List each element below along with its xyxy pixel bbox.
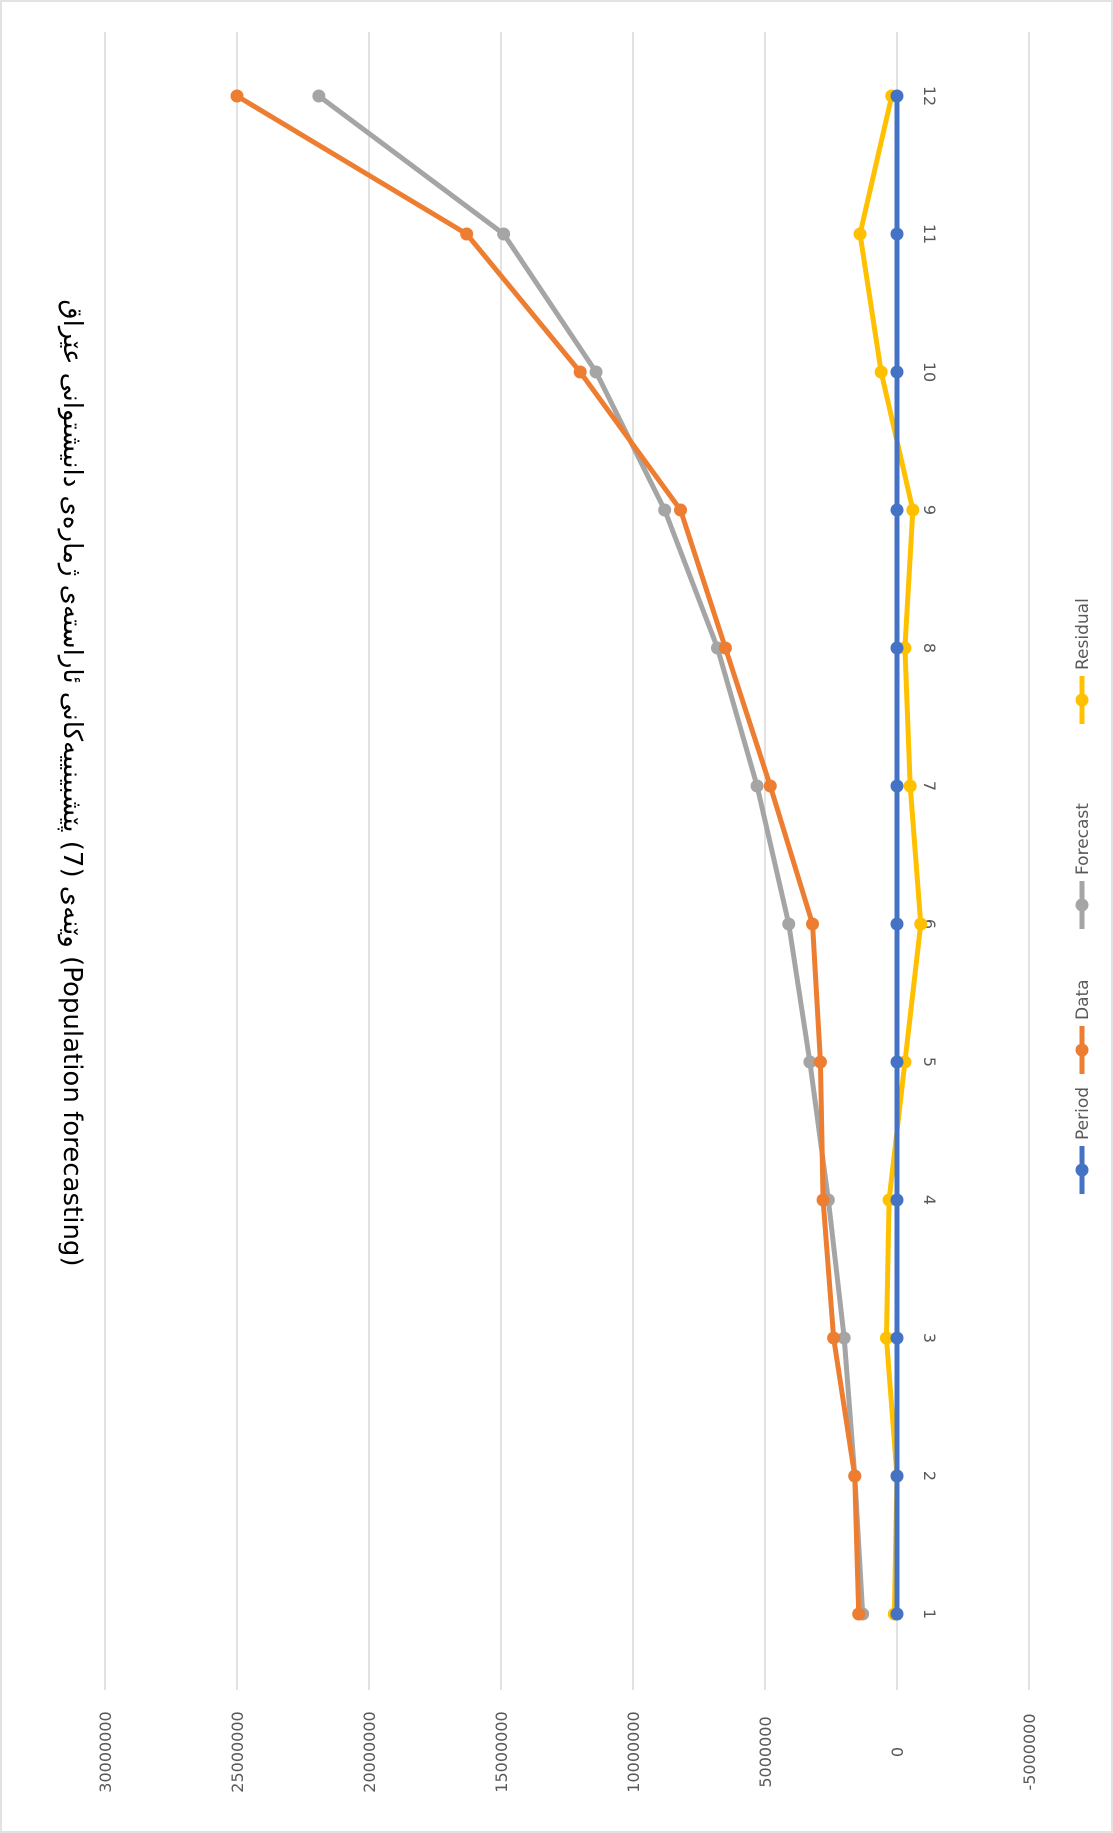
data-point-period bbox=[890, 1193, 904, 1207]
data-point-residual bbox=[906, 503, 920, 517]
series-period bbox=[890, 89, 904, 1621]
data-point-residual bbox=[914, 917, 928, 931]
x-tick-label: 3 bbox=[920, 1333, 939, 1343]
legend-label: Period bbox=[1073, 1087, 1093, 1140]
data-point-period bbox=[890, 1607, 904, 1621]
x-tick-label: 8 bbox=[920, 643, 939, 653]
y-tick-label: 30000000 bbox=[96, 1711, 115, 1792]
x-tick-label: 1 bbox=[920, 1609, 939, 1619]
data-point-forecast bbox=[658, 503, 672, 517]
y-tick-label: 20000000 bbox=[360, 1711, 379, 1792]
data-point-data bbox=[573, 365, 587, 379]
legend-item-residual: Residual bbox=[1073, 598, 1093, 724]
data-point-data bbox=[460, 227, 474, 241]
y-tick-label: 5000000 bbox=[756, 1716, 775, 1787]
x-tick-label: 9 bbox=[920, 505, 939, 515]
series-line-forecast bbox=[316, 93, 866, 1617]
data-point-period bbox=[890, 89, 904, 103]
data-point-data bbox=[813, 1055, 827, 1069]
x-tick-label: 11 bbox=[920, 224, 939, 244]
data-point-data bbox=[674, 503, 688, 517]
y-axis-ticks: -5000000 0 5000000 10000000 15000000 20000000… bbox=[96, 1711, 1039, 1792]
x-tick-label: 2 bbox=[920, 1471, 939, 1481]
legend-item-data: Data bbox=[1073, 979, 1093, 1074]
data-point-forecast bbox=[750, 779, 764, 793]
x-tick-label: 7 bbox=[920, 781, 939, 791]
y-tick-label: 0 bbox=[888, 1747, 907, 1757]
data-point-data bbox=[816, 1193, 830, 1207]
data-point-period bbox=[890, 365, 904, 379]
y-tick-label: 15000000 bbox=[492, 1711, 511, 1792]
data-point-period bbox=[890, 917, 904, 931]
y-tick-label: 25000000 bbox=[228, 1711, 247, 1792]
data-point-data bbox=[827, 1331, 841, 1345]
data-point-period bbox=[890, 1469, 904, 1483]
legend-item-period: Period bbox=[1073, 1087, 1093, 1194]
x-tick-label: 6 bbox=[920, 919, 939, 929]
data-point-forecast bbox=[782, 917, 796, 931]
data-point-data bbox=[230, 89, 244, 103]
series-lines bbox=[230, 89, 928, 1621]
x-tick-label: 5 bbox=[920, 1057, 939, 1067]
x-tick-label: 12 bbox=[920, 86, 939, 106]
legend-label: Residual bbox=[1073, 598, 1093, 670]
data-point-forecast bbox=[803, 1055, 817, 1069]
legend-label: Data bbox=[1073, 979, 1093, 1020]
data-point-forecast bbox=[589, 365, 603, 379]
legend: Period Data Forecast Residual bbox=[1073, 598, 1093, 1194]
data-point-period bbox=[890, 227, 904, 241]
series-data bbox=[230, 89, 866, 1621]
legend-label: Forecast bbox=[1073, 803, 1093, 875]
data-point-period bbox=[890, 503, 904, 517]
data-point-data bbox=[852, 1607, 866, 1621]
x-tick-label: 4 bbox=[920, 1195, 939, 1205]
legend-swatch-marker bbox=[1075, 693, 1089, 707]
data-point-residual bbox=[853, 227, 867, 241]
x-tick-label: 10 bbox=[920, 362, 939, 382]
data-point-period bbox=[890, 779, 904, 793]
y-tick-label: 10000000 bbox=[624, 1711, 643, 1792]
data-point-period bbox=[890, 1055, 904, 1069]
data-point-residual bbox=[879, 1331, 893, 1345]
data-point-forecast bbox=[312, 89, 326, 103]
data-point-residual bbox=[903, 779, 917, 793]
data-point-period bbox=[890, 1331, 904, 1345]
data-point-forecast bbox=[837, 1331, 851, 1345]
chart-title: وێنەی (7) پێشبینییەکانی ئاراستەی ژمارەی … bbox=[57, 299, 87, 1266]
series-line-residual bbox=[857, 93, 924, 1617]
legend-swatch-marker bbox=[1075, 898, 1089, 912]
legend-swatch-marker bbox=[1075, 1043, 1089, 1057]
data-point-forecast bbox=[497, 227, 511, 241]
data-point-period bbox=[890, 641, 904, 655]
data-point-data bbox=[848, 1469, 862, 1483]
data-point-data bbox=[763, 779, 777, 793]
data-point-data bbox=[806, 917, 820, 931]
y-tick-label: -5000000 bbox=[1020, 1713, 1039, 1790]
legend-swatch-marker bbox=[1075, 1163, 1089, 1177]
data-point-data bbox=[718, 641, 732, 655]
series-line-data bbox=[234, 93, 862, 1617]
legend-item-forecast: Forecast bbox=[1073, 803, 1093, 929]
data-point-residual bbox=[874, 365, 888, 379]
